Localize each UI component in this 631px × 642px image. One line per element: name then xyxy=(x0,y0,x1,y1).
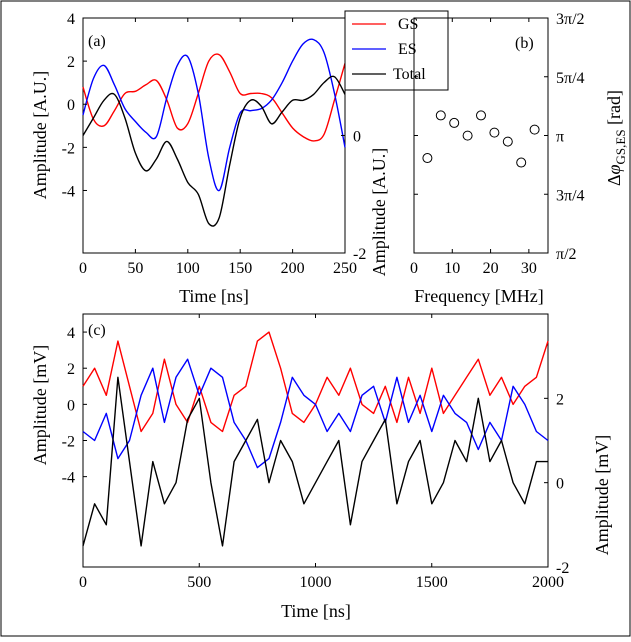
panel-a-xlabel: Time [ns] xyxy=(179,286,249,306)
series-line-gs xyxy=(82,331,549,433)
x-tick-label: 100 xyxy=(176,260,200,277)
scatter-point xyxy=(476,110,486,121)
panel-b-label: (b) xyxy=(515,35,534,52)
scatter-point xyxy=(462,130,473,141)
scatter-point xyxy=(516,157,527,168)
y-tick-label-left: 0 xyxy=(67,397,75,414)
y-tick-label-left: -2 xyxy=(62,434,75,451)
x-tick-label: 200 xyxy=(281,260,305,277)
x-tick-label: 20 xyxy=(483,260,499,277)
y-tick-label-right: -2 xyxy=(353,246,366,263)
x-tick-label: 0 xyxy=(79,260,87,277)
panel-c-series xyxy=(82,331,549,547)
scatter-point xyxy=(529,124,540,135)
scatter-point xyxy=(435,110,446,121)
y-tick-label-left: 4 xyxy=(67,325,75,342)
y-tick-label-left: -2 xyxy=(62,140,75,157)
panel-a-series xyxy=(82,38,346,227)
series-line-gs xyxy=(82,53,346,142)
x-tick-label: 30 xyxy=(521,260,537,277)
x-tick-label: 1500 xyxy=(416,574,448,591)
panel-b-points xyxy=(422,110,540,168)
x-tick-label: 1000 xyxy=(300,574,332,591)
panel-a-legend: GS ES Total xyxy=(344,10,449,91)
y-tick-label-left: -4 xyxy=(62,470,75,487)
panel-c: 0 500 1000 1500 2000 4 2 0 -2 -4 2 0 -2 (c) Time [ns… xyxy=(30,313,612,621)
panel-b-xlabel: Frequency [MHz] xyxy=(414,286,543,306)
panel-c-axes-box xyxy=(82,313,549,568)
legend-label-gs: GS xyxy=(398,16,418,33)
legend-box xyxy=(344,10,449,91)
panel-c-ylabel-right: Amplitude [mV] xyxy=(592,435,612,555)
x-tick-label: 0 xyxy=(79,574,87,591)
y-tick-label: 5π/4 xyxy=(556,70,585,87)
y-tick-label: π xyxy=(556,129,564,146)
panel-c-xlabel: Time [ns] xyxy=(281,601,351,621)
panel-a-ylabel-right: Amplitude [A.U.] xyxy=(369,148,389,276)
y-tick-label: π/2 xyxy=(556,246,577,263)
legend-label-total: Total xyxy=(393,66,426,83)
x-tick-label: 500 xyxy=(187,574,211,591)
legend-label-es: ES xyxy=(398,41,417,58)
panel-c-label: (c) xyxy=(88,322,106,339)
panel-b-ylabel: ΔφGS,ES [rad] xyxy=(604,90,628,186)
x-tick-label: 2000 xyxy=(532,574,564,591)
scatter-point xyxy=(449,117,460,128)
y-tick-label: 3π/4 xyxy=(556,187,585,204)
panel-b-ticks: 0 10 20 30 π/2 3π/4 π 5π/4 3π/2 xyxy=(410,11,585,277)
y-tick-label-left: 2 xyxy=(67,54,75,71)
x-tick-label: 250 xyxy=(333,260,357,277)
series-line-es xyxy=(82,358,549,469)
panel-c-ticks: 0 500 1000 1500 2000 4 2 0 -2 -4 2 0 -2 xyxy=(62,314,569,591)
scatter-point xyxy=(502,136,513,147)
y-tick-label-right: 0 xyxy=(556,476,564,493)
x-tick-label: 150 xyxy=(228,260,252,277)
series-line-es xyxy=(82,38,346,192)
y-tick-label-left: 2 xyxy=(67,361,75,378)
series-line-total xyxy=(82,75,346,227)
y-tick-label-right: 0 xyxy=(353,129,361,146)
x-tick-label: 10 xyxy=(444,260,460,277)
y-tick-label-left: 4 xyxy=(67,11,75,28)
panel-c-ylabel-left: Amplitude [mV] xyxy=(30,345,50,465)
y-tick-label-left: -4 xyxy=(62,183,75,200)
x-tick-label: 50 xyxy=(127,260,143,277)
panel-a-ylabel-left: Amplitude [A.U.] xyxy=(30,71,50,199)
y-tick-label-right: -2 xyxy=(556,560,569,577)
y-tick-label: 3π/2 xyxy=(556,11,585,28)
panel-a-axes-box xyxy=(82,17,346,254)
y-tick-label-left: 0 xyxy=(67,97,75,114)
scatter-point xyxy=(422,153,433,164)
x-tick-label: 0 xyxy=(410,260,418,277)
series-line-total xyxy=(82,376,548,547)
y-tick-label-right: 2 xyxy=(556,391,564,408)
panel-a-label: (a) xyxy=(88,33,106,50)
scatter-point xyxy=(489,127,500,138)
